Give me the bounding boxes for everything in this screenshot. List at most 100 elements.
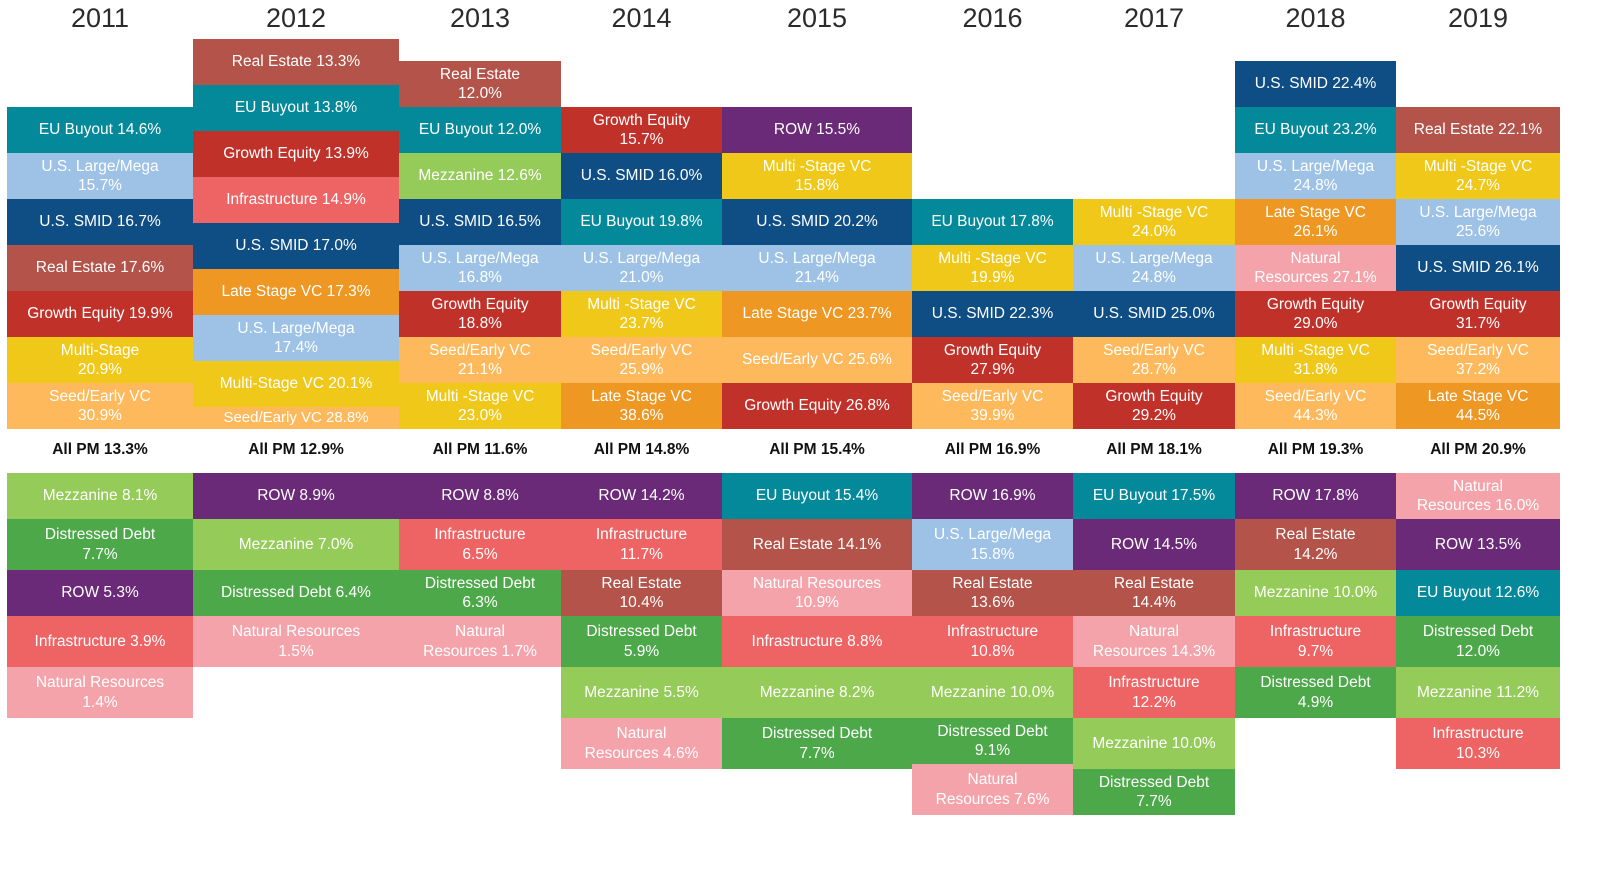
cell-label: Real Estate 22.1%: [1413, 121, 1543, 139]
cell-2019-late-stage-vc: Late Stage VC 44.5%: [1396, 383, 1560, 429]
cell-value: 29.0%: [1293, 315, 1338, 332]
cell-label: EU Buyout 23.2%: [1254, 121, 1377, 139]
cell-value: Resources 16.0%: [1416, 497, 1540, 514]
cell-label: Growth Equity: [592, 111, 691, 129]
cell-2018-growth-equity: Growth Equity 29.0%: [1235, 291, 1396, 337]
cell-2018-real-estate: Real Estate 14.2%: [1235, 519, 1396, 570]
cell-value: 30.9%: [78, 407, 122, 424]
cell-2017-u-s-large-mega: U.S. Large/Mega 24.8%: [1073, 245, 1235, 291]
cell-2014-u-s-large-mega: U.S. Large/Mega 21.0%: [561, 245, 722, 291]
cell-value: 25.6%: [1456, 223, 1500, 240]
cell-value: 19.9%: [970, 269, 1015, 286]
cell-value: 38.6%: [619, 407, 664, 424]
cell-2018-natural-resources: Natural Resources 27.1%: [1235, 245, 1396, 291]
cell-2016-multi-stage-vc: Multi -Stage VC 19.9%: [912, 245, 1073, 291]
cell-2017-eu-buyout: EU Buyout 17.5%: [1073, 473, 1235, 519]
cell-value: 26.1%: [1293, 223, 1338, 240]
cell-value: 27.9%: [970, 361, 1015, 378]
cell-2016-real-estate: Real Estate 13.6%: [912, 570, 1073, 616]
cell-value: 10.4%: [619, 594, 664, 611]
cell-value: 37.2%: [1456, 361, 1500, 378]
cell-2014-growth-equity: Growth Equity 15.7%: [561, 107, 722, 153]
cell-label: Seed/Early VC 28.8%: [223, 408, 369, 426]
cell-label: EU Buyout 12.0%: [418, 121, 542, 139]
cell-2015-mezzanine: Mezzanine 8.2%: [722, 667, 912, 718]
cell-label: Real Estate: [1275, 526, 1356, 544]
cell-2018-u-s-smid: U.S. SMID 22.4%: [1235, 61, 1396, 107]
cell-label: Growth Equity 13.9%: [223, 145, 369, 163]
cell-2019-row: ROW 13.5%: [1396, 519, 1560, 570]
cell-label: Infrastructure: [434, 526, 526, 544]
cell-2014-distressed-debt: Distressed Debt 5.9%: [561, 616, 722, 667]
cell-value: 21.0%: [619, 269, 664, 286]
cell-value: 29.2%: [1132, 407, 1176, 424]
cell-2015-row: ROW 15.5%: [722, 107, 912, 153]
all-pm-label-2015: All PM 15.4%: [769, 441, 865, 458]
cell-2017-multi-stage-vc: Multi -Stage VC 24.0%: [1073, 199, 1235, 245]
cell-2015-growth-equity: Growth Equity 26.8%: [722, 383, 912, 429]
cell-label: Distressed Debt: [1260, 674, 1371, 692]
cell-label: U.S. SMID 22.4%: [1254, 75, 1377, 93]
cell-2012-mezzanine: Mezzanine 7.0%: [193, 519, 399, 570]
cell-label: Infrastructure: [946, 623, 1039, 641]
cell-label: Natural Resources: [231, 623, 361, 641]
cell-label: Infrastructure: [1269, 623, 1362, 641]
cell-label: Natural: [455, 623, 505, 641]
cell-2011-natural-resources: Natural Resources 1.4%: [7, 667, 193, 718]
cell-2011-growth-equity: Growth Equity 19.9%: [7, 291, 193, 337]
cell-label: Distressed Debt 6.4%: [221, 584, 371, 602]
cell-2014-infrastructure: Infrastructure 11.7%: [561, 519, 722, 570]
cell-2013-u-s-smid: U.S. SMID 16.5%: [399, 199, 561, 245]
cell-2012-row: ROW 8.9%: [193, 473, 399, 519]
cell-value: Resources 14.3%: [1092, 642, 1216, 660]
all-pm-label-2011: All PM 13.3%: [52, 441, 148, 458]
cell-2014-mezzanine: Mezzanine 5.5%: [561, 667, 722, 718]
cell-2018-infrastructure: Infrastructure 9.7%: [1235, 616, 1396, 667]
cell-value: 44.3%: [1293, 407, 1338, 424]
cell-label: EU Buyout 19.8%: [580, 213, 703, 231]
cell-2011-real-estate: Real Estate 17.6%: [7, 245, 193, 291]
cell-value: 21.4%: [795, 269, 839, 286]
cell-label: Distressed Debt: [1098, 773, 1210, 791]
cell-2013-infrastructure: Infrastructure 6.5%: [399, 519, 561, 570]
cell-label: Growth Equity: [1105, 387, 1203, 405]
cell-value: 12.0%: [458, 85, 502, 102]
cell-label: Seed/Early VC: [49, 387, 151, 405]
cell-label: Natural: [967, 771, 1018, 789]
cell-label: Real Estate: [439, 65, 521, 83]
cell-value: Resources 1.7%: [423, 642, 537, 660]
cell-2015-multi-stage-vc: Multi -Stage VC 15.8%: [722, 153, 912, 199]
cell-label: U.S. Large/Mega: [421, 249, 539, 267]
cell-label: U.S. Large/Mega: [1256, 157, 1375, 175]
cell-value: 12.2%: [1132, 693, 1176, 711]
cell-2012-u-s-smid: U.S. SMID 17.0%: [193, 223, 399, 269]
cell-label: U.S. SMID 20.2%: [756, 213, 878, 231]
cell-label: Natural: [1290, 249, 1341, 267]
cell-2019-seed-early-vc: Seed/Early VC 37.2%: [1396, 337, 1560, 383]
cell-label: Mezzanine 5.5%: [584, 683, 699, 701]
year-label-2018: 2018: [1285, 3, 1346, 33]
cell-2016-seed-early-vc: Seed/Early VC 39.9%: [912, 383, 1073, 429]
cell-label: Late Stage VC: [1427, 387, 1529, 405]
cell-2016-u-s-large-mega: U.S. Large/Mega 15.8%: [912, 519, 1073, 570]
cell-2015-real-estate: Real Estate 14.1%: [722, 519, 912, 570]
cell-value: 15.7%: [619, 131, 664, 148]
cell-label: Infrastructure: [1108, 674, 1200, 692]
cell-2014-seed-early-vc: Seed/Early VC 25.9%: [561, 337, 722, 383]
cell-label: Mezzanine 8.2%: [759, 683, 875, 701]
cell-value: 10.8%: [970, 642, 1015, 660]
cell-2011-seed-early-vc: Seed/Early VC 30.9%: [7, 383, 193, 429]
cell-label: Infrastructure 14.9%: [226, 191, 366, 209]
cell-label: Late Stage VC 23.7%: [742, 305, 892, 323]
cell-2011-multi-stage-vc: Multi-Stage 20.9%: [7, 337, 193, 383]
cell-label: Growth Equity 26.8%: [744, 397, 890, 415]
all-pm-label-2017: All PM 18.1%: [1106, 441, 1202, 458]
cell-label: Real Estate: [601, 574, 682, 592]
cell-label: Mezzanine 10.0%: [1253, 584, 1378, 602]
cell-label: Multi-Stage VC 20.1%: [219, 375, 373, 393]
cell-label: Infrastructure 8.8%: [751, 632, 883, 650]
cell-label: Growth Equity: [1266, 295, 1365, 313]
cell-label: Growth Equity 19.9%: [27, 305, 173, 323]
cell-value: 1.4%: [82, 693, 118, 711]
